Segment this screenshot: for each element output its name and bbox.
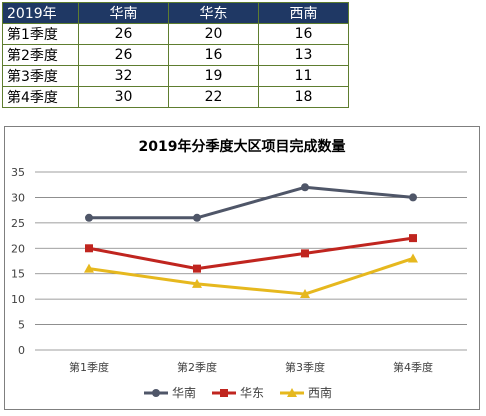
data-point <box>193 264 201 273</box>
data-point <box>192 278 202 288</box>
y-tick-label: 30 <box>11 191 25 204</box>
data-point <box>193 213 201 222</box>
table-cell: 11 <box>258 65 349 87</box>
table-cell: 16 <box>258 23 349 45</box>
y-tick-label: 35 <box>11 166 25 179</box>
data-point <box>85 244 93 253</box>
table-cell: 32 <box>78 65 169 87</box>
table-cell: 18 <box>258 86 349 108</box>
header-cell-huadong: 华东 <box>168 2 259 24</box>
table-cell: 20 <box>168 23 259 45</box>
row-label: 第3季度 <box>2 65 79 87</box>
y-tick-label: 5 <box>18 319 25 332</box>
table-cell: 30 <box>78 86 169 108</box>
data-table: 2019年 华南 华东 西南 第1季度 26 20 16 第2季度 26 16 … <box>2 2 349 108</box>
table-row: 第3季度 32 19 11 <box>2 65 349 87</box>
table-header-row: 2019年 华南 华东 西南 <box>2 2 349 24</box>
x-tick-label: 第2季度 <box>177 360 217 374</box>
x-tick-label: 第1季度 <box>69 360 109 374</box>
data-point <box>300 289 310 299</box>
legend-marker <box>152 389 160 397</box>
data-point <box>409 234 417 243</box>
data-point <box>408 253 418 263</box>
chart-frame: 2019年分季度大区项目完成数量 0 5 10 15 20 25 30 35 第1季度 第2季度… <box>4 126 480 410</box>
table-cell: 26 <box>78 23 169 45</box>
y-tick-label: 15 <box>11 268 25 281</box>
x-tick-label: 第4季度 <box>393 360 433 374</box>
row-label: 第1季度 <box>2 23 79 45</box>
y-tick-label: 0 <box>18 344 25 357</box>
data-point <box>409 193 417 202</box>
table-row: 第2季度 26 16 13 <box>2 44 349 66</box>
table-cell: 22 <box>168 86 259 108</box>
table-row: 第4季度 30 22 18 <box>2 86 349 108</box>
data-point <box>301 249 309 258</box>
y-tick-label: 20 <box>11 242 25 255</box>
legend-marker <box>220 389 228 397</box>
data-point <box>301 183 309 192</box>
series-line <box>88 257 414 296</box>
chart-title: 2019年分季度大区项目完成数量 <box>139 138 346 155</box>
legend-label: 西南 <box>308 385 332 400</box>
y-tick-label: 25 <box>11 217 25 230</box>
x-tick-label: 第3季度 <box>285 360 325 374</box>
data-point <box>85 213 93 222</box>
legend-label: 华东 <box>240 386 264 400</box>
y-tick-label: 10 <box>11 293 25 306</box>
row-label: 第4季度 <box>2 86 79 108</box>
table-cell: 19 <box>168 65 259 87</box>
line-chart: 2019年分季度大区项目完成数量 0 5 10 15 20 25 30 35 第1季度 第2季度… <box>11 138 467 400</box>
table-cell: 16 <box>168 44 259 66</box>
series-line <box>89 185 414 220</box>
table-row: 第1季度 26 20 16 <box>2 23 349 45</box>
header-cell-huanan: 华南 <box>78 2 169 24</box>
table-cell: 13 <box>258 44 349 66</box>
header-cell-xinan: 西南 <box>258 2 349 24</box>
table-cell: 26 <box>78 44 169 66</box>
legend-marker <box>287 388 297 397</box>
legend-label: 华南 <box>172 385 196 400</box>
row-label: 第2季度 <box>2 44 79 66</box>
series-line <box>88 236 414 271</box>
header-cell-year: 2019年 <box>2 2 79 24</box>
data-point <box>84 263 94 273</box>
